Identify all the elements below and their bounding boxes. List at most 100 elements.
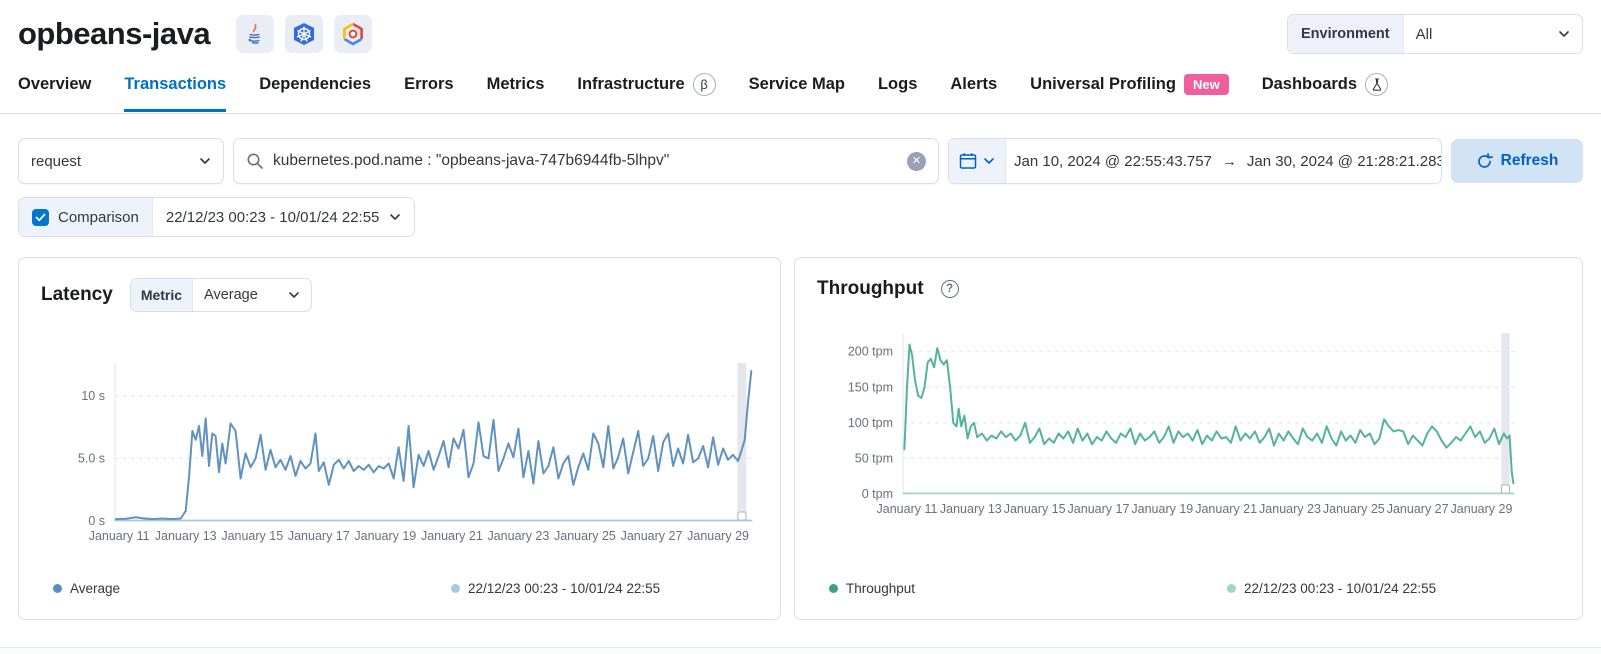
chevron-down-icon <box>390 214 401 221</box>
transaction-type-select[interactable]: request <box>18 138 224 184</box>
tab-errors[interactable]: Errors <box>404 75 454 93</box>
tab-metrics[interactable]: Metrics <box>486 75 545 93</box>
comparison-range-select[interactable]: 22/12/23 00:23 - 10/01/24 22:55 <box>152 198 415 236</box>
x-axis-tick: January 25 <box>554 529 616 543</box>
x-axis-tick: January 21 <box>421 529 483 543</box>
comparison-checkbox-group[interactable]: Comparison <box>19 198 153 236</box>
kubernetes-icon <box>285 15 324 53</box>
band-drag-handle[interactable] <box>737 511 747 521</box>
tab-universal-profiling[interactable]: Universal Profiling New <box>1030 61 1229 114</box>
chevron-down-icon <box>200 158 210 165</box>
x-axis-tick: January 13 <box>940 502 1002 516</box>
band-drag-handle[interactable] <box>1500 484 1510 494</box>
legend-item-throughput[interactable]: Throughput <box>829 581 915 596</box>
comparison-label: Comparison <box>58 208 139 226</box>
environment-value[interactable]: All <box>1404 15 1582 53</box>
bottom-divider <box>0 647 1601 654</box>
calendar-icon <box>959 153 977 169</box>
legend-item-comparison[interactable]: 22/12/23 00:23 - 10/01/24 22:55 <box>451 581 660 596</box>
kql-search-input[interactable]: kubernetes.pod.name : "opbeans-java-747b… <box>233 138 939 184</box>
environment-select[interactable]: Environment All <box>1287 14 1583 54</box>
x-axis-tick: January 19 <box>354 529 416 543</box>
filter-bar: request kubernetes.pod.name : "opbeans-j… <box>0 114 1601 184</box>
metric-label: Metric <box>130 279 194 311</box>
metric-value[interactable]: Average <box>193 279 311 311</box>
tab-dependencies[interactable]: Dependencies <box>259 75 372 93</box>
x-axis-tick: January 27 <box>621 529 683 543</box>
throughput-panel: Throughput ? 0 tpm 50 tpm 100 tpm 150 tpm 20… <box>794 257 1583 620</box>
help-icon[interactable]: ? <box>940 280 959 298</box>
date-end: Jan 30, 2024 @ 21:28:21.283 <box>1246 152 1442 170</box>
legend-dot <box>451 584 460 593</box>
x-axis-tick: January 29 <box>687 529 749 543</box>
flask-icon <box>1365 73 1389 96</box>
chevron-down-icon <box>288 292 299 299</box>
charts-row: Latency Metric Average 0 s 5.0 s 10 s Janua… <box>0 237 1601 620</box>
x-axis-tick: January 25 <box>1323 502 1385 516</box>
x-axis-tick: January 21 <box>1195 502 1257 516</box>
clear-search-icon[interactable]: ✕ <box>907 151 926 171</box>
new-badge: New <box>1183 73 1229 96</box>
search-icon <box>247 153 263 169</box>
throughput-series-line <box>903 343 1515 485</box>
tab-logs[interactable]: Logs <box>877 75 918 93</box>
y-axis-tick: 100 tpm <box>848 416 893 430</box>
time-window-band[interactable] <box>1501 333 1510 494</box>
comparison-checkbox[interactable] <box>32 208 49 226</box>
latency-panel: Latency Metric Average 0 s 5.0 s 10 s Janua… <box>18 257 781 620</box>
y-axis-tick: 0 tpm <box>862 487 893 501</box>
y-axis-tick: 5.0 s <box>78 452 105 466</box>
y-axis-tick: 50 tpm <box>855 451 893 465</box>
gcp-icon <box>334 15 373 53</box>
legend-dot <box>53 584 62 593</box>
x-axis-tick: January 11 <box>89 529 150 543</box>
latency-legend: Average 22/12/23 00:23 - 10/01/24 22:55 <box>53 581 760 601</box>
search-query-text: kubernetes.pod.name : "opbeans-java-747b… <box>273 152 670 169</box>
time-window-band[interactable] <box>737 363 747 521</box>
tab-dashboards[interactable]: Dashboards <box>1262 60 1389 114</box>
service-icon-badges <box>236 15 373 53</box>
latency-metric-select[interactable]: Metric Average <box>129 278 312 312</box>
tab-transactions[interactable]: Transactions <box>124 62 227 112</box>
y-axis-tick: 0 s <box>88 514 105 528</box>
environment-label: Environment <box>1288 15 1404 53</box>
tab-infrastructure[interactable]: Infrastructure β <box>577 60 716 114</box>
x-axis-tick: January 29 <box>1451 502 1513 516</box>
x-axis-tick: January 23 <box>1259 502 1321 516</box>
latency-title: Latency <box>41 284 113 305</box>
throughput-chart[interactable]: 0 tpm 50 tpm 100 tpm 150 tpm 200 tpm January … <box>815 326 1537 558</box>
latency-chart[interactable]: 0 s 5.0 s 10 s January 11 January 13 January … <box>39 346 761 578</box>
x-axis-tick: January 11 <box>877 502 938 516</box>
legend-dot <box>829 584 838 593</box>
service-title: opbeans-java <box>18 16 211 51</box>
date-picker-menu-button[interactable] <box>949 139 1006 183</box>
legend-item-comparison[interactable]: 22/12/23 00:23 - 10/01/24 22:55 <box>1227 581 1436 596</box>
y-axis-tick: 150 tpm <box>848 380 893 394</box>
date-range-values[interactable]: Jan 10, 2024 @ 22:55:43.757 → Jan 30, 20… <box>1006 152 1442 170</box>
chevron-down-icon <box>984 158 994 165</box>
throughput-legend: Throughput 22/12/23 00:23 - 10/01/24 22:… <box>829 581 1562 601</box>
x-axis-tick: January 17 <box>1068 502 1130 516</box>
java-icon <box>236 15 275 53</box>
x-axis-tick: January 15 <box>221 529 283 543</box>
tab-alerts[interactable]: Alerts <box>950 75 998 93</box>
date-range-picker[interactable]: Jan 10, 2024 @ 22:55:43.757 → Jan 30, 20… <box>948 138 1442 184</box>
page-header: opbeans-java <box>0 0 1601 60</box>
date-start: Jan 10, 2024 @ 22:55:43.757 <box>1014 152 1212 170</box>
y-axis-tick: 10 s <box>81 389 105 403</box>
x-axis-tick: January 19 <box>1131 502 1193 516</box>
tab-overview[interactable]: Overview <box>18 75 92 93</box>
comparison-row: Comparison 22/12/23 00:23 - 10/01/24 22:… <box>0 184 1601 237</box>
y-axis-tick: 200 tpm <box>848 345 893 359</box>
beta-badge: β <box>692 73 716 96</box>
refresh-icon <box>1477 152 1493 168</box>
date-range-arrow: → <box>1221 152 1237 170</box>
refresh-button[interactable]: Refresh <box>1451 139 1583 183</box>
service-nav-tabs: Overview Transactions Dependencies Error… <box>0 60 1601 114</box>
legend-dot <box>1227 584 1236 593</box>
legend-item-average[interactable]: Average <box>53 581 120 596</box>
x-axis-tick: January 13 <box>155 529 217 543</box>
x-axis-tick: January 27 <box>1387 502 1449 516</box>
chevron-down-icon <box>1559 31 1569 38</box>
tab-service-map[interactable]: Service Map <box>748 75 845 93</box>
